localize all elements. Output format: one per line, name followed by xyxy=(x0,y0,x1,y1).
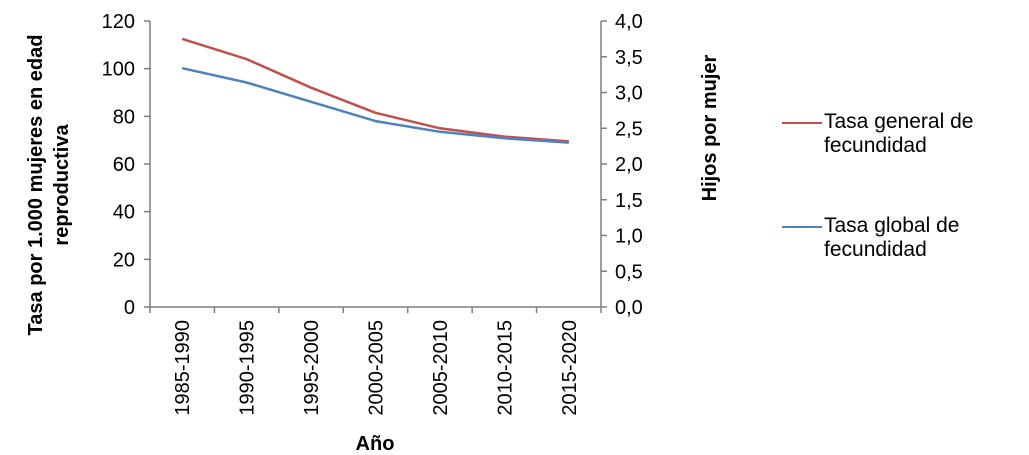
x-tick-label: 2015-2020 xyxy=(559,320,581,416)
y-tick-label-left: 60 xyxy=(113,154,135,176)
legend-swatch-global xyxy=(782,226,822,228)
x-tick-label: 1990-1995 xyxy=(237,320,259,416)
y-axis-title-left-line1: Tasa por 1.000 mujeres en edad xyxy=(25,35,47,336)
y-tick-label-left: 20 xyxy=(113,249,135,271)
legend-swatch-general xyxy=(782,122,822,124)
y-axis-title-left-line2: reproductiva xyxy=(51,124,73,246)
y-tick-label-left: 100 xyxy=(102,59,135,81)
y-tick-label-right: 0,5 xyxy=(615,261,643,283)
legend-label-general: Tasa general de fecundidad xyxy=(824,110,974,157)
x-tick-label: 2000-2005 xyxy=(366,320,388,416)
x-tick-label: 2010-2015 xyxy=(494,320,516,416)
y-tick-label-right: 1,5 xyxy=(615,190,643,212)
y-tick-label-right: 0,0 xyxy=(615,297,643,319)
y-tick-label-right: 3,5 xyxy=(615,47,643,69)
y-tick-label-left: 120 xyxy=(102,11,135,33)
y-tick-label-left: 80 xyxy=(113,106,135,128)
y-tick-label-right: 1,0 xyxy=(615,226,643,248)
y-tick-label-right: 4,0 xyxy=(615,11,643,33)
x-tick-label: 1985-1990 xyxy=(172,320,194,416)
fertility-chart: 0 20 40 60 80 100 120 0,0 0,5 1,0 1,5 2,0 2,5 3,0 3,5 4… xyxy=(25,11,721,455)
y-tick-label-right: 2,5 xyxy=(615,118,643,140)
legend-label-global: Tasa global de fecundidad xyxy=(824,214,960,261)
x-axis-title: Año xyxy=(356,433,395,455)
series-line-general xyxy=(181,37,569,143)
y-axis-title-right: Hijos por mujer xyxy=(699,54,721,201)
series-line-global xyxy=(181,66,569,144)
x-tick-label: 2005-2010 xyxy=(430,320,452,416)
y-tick-label-left: 0 xyxy=(124,297,135,319)
x-tick-label: 1995-2000 xyxy=(301,320,323,416)
y-tick-label-right: 3,0 xyxy=(615,83,643,105)
y-tick-label-right: 2,0 xyxy=(615,154,643,176)
legend: Tasa general de fecundidad Tasa global d… xyxy=(782,110,1027,318)
legend-item-global: Tasa global de fecundidad xyxy=(782,214,1027,262)
y-tick-label-left: 40 xyxy=(113,202,135,224)
legend-item-general: Tasa general de fecundidad xyxy=(782,110,1027,158)
